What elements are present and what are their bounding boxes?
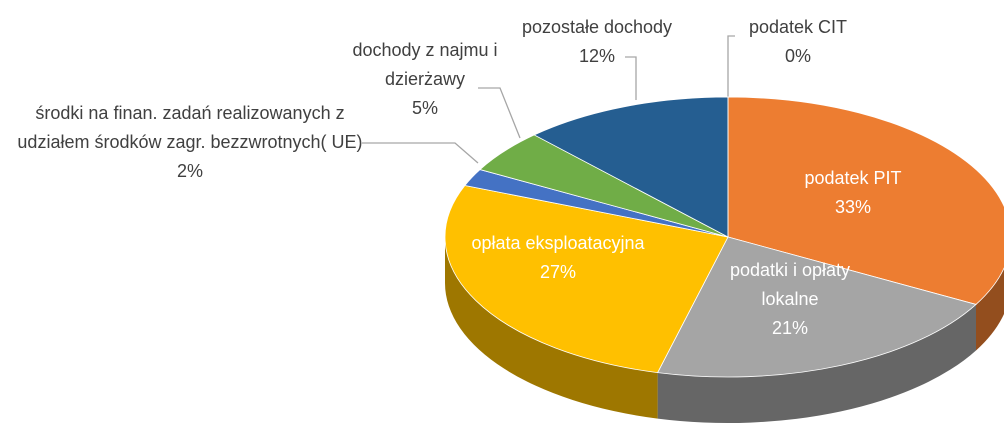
value-label: 12% <box>578 46 616 66</box>
value-label: 2% <box>176 161 203 181</box>
leader-line <box>478 87 521 139</box>
slice <box>444 185 729 374</box>
leader-line <box>625 56 637 100</box>
slice-side <box>975 267 1004 351</box>
data-label: podatek PIT 33% <box>773 164 933 222</box>
data-label: środki na finan. zadań realizowanych z u… <box>7 99 373 186</box>
leader-line <box>362 142 479 164</box>
data-label: podatek CIT 0% <box>728 13 868 71</box>
data-label: pozostałe dochody 12% <box>487 13 707 71</box>
slice-side <box>445 237 658 419</box>
category-name: podatek PIT <box>804 168 902 188</box>
category-name: dochody z najmu i dzierżawy <box>352 40 498 89</box>
category-name: podatek CIT <box>748 17 848 37</box>
data-label: podatki i opłaty lokalne 21% <box>708 256 873 343</box>
leader-line <box>727 35 735 97</box>
value-label: 5% <box>411 98 438 118</box>
value-label: 27% <box>539 262 577 282</box>
value-label: 21% <box>771 318 809 338</box>
data-label: opłata eksploatacyjna 27% <box>438 229 678 287</box>
top-faces <box>444 96 1004 378</box>
category-name: podatki i opłaty lokalne <box>729 260 851 309</box>
value-label: 33% <box>834 197 872 217</box>
value-label: 0% <box>784 46 811 66</box>
side-walls <box>445 237 1004 423</box>
slice <box>533 96 729 238</box>
category-name: środki na finan. zadań realizowanych z u… <box>17 103 363 152</box>
data-label: dochody z najmu i dzierżawy 5% <box>335 36 515 123</box>
category-name: opłata eksploatacyjna <box>471 233 645 253</box>
category-name: pozostałe dochody <box>521 17 673 37</box>
slice-side <box>657 304 976 423</box>
slice <box>657 236 977 378</box>
